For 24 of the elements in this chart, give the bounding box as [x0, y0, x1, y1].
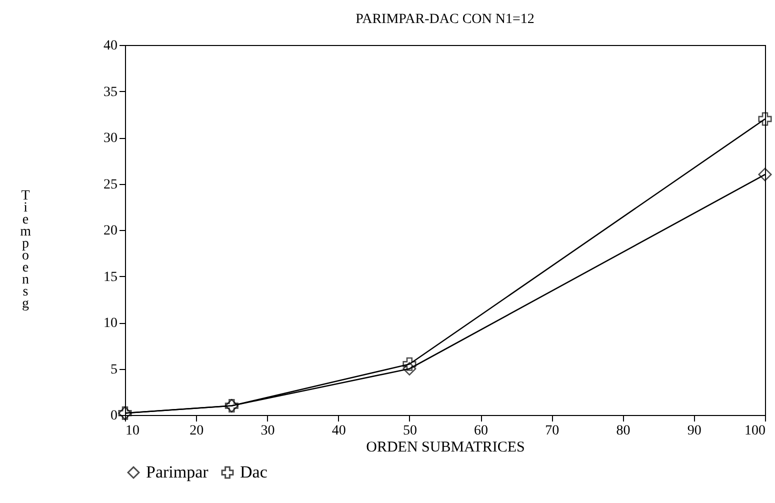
y-tick-label: 30 [104, 131, 118, 146]
y-tick-label: 0 [110, 408, 118, 424]
legend-label: Dac [240, 462, 268, 482]
y-tick-label: 20 [104, 224, 118, 238]
y-tick-label: 10 [104, 316, 118, 331]
y-tick-label: 15 [104, 270, 118, 285]
x-tick-label: 20 [190, 424, 204, 438]
x-tick-label: 90 [687, 424, 702, 438]
legend-label: Parimpar [146, 462, 209, 482]
x-tick-label: 60 [474, 424, 488, 438]
x-tick-label: 100 [744, 424, 766, 438]
y-tick-label: 25 [104, 177, 118, 192]
x-tick-label: 10 [126, 424, 140, 438]
x-tick-label: 50 [402, 424, 417, 438]
x-tick-label: 40 [332, 424, 346, 438]
x-tick-label: 30 [260, 424, 275, 438]
chart-title: PARIMPAR-DAC CON N1=12 [356, 12, 534, 27]
text: Tiempo en sg [20, 188, 31, 312]
x-axis-title: ORDEN SUBMATRICES [366, 440, 525, 456]
y-tick-label: 35 [104, 84, 118, 100]
y-tick-label: 40 [104, 38, 118, 54]
x-tick-label: 70 [545, 424, 560, 438]
x-tick-label: 80 [616, 424, 630, 438]
y-tick-label: 5 [110, 362, 118, 378]
